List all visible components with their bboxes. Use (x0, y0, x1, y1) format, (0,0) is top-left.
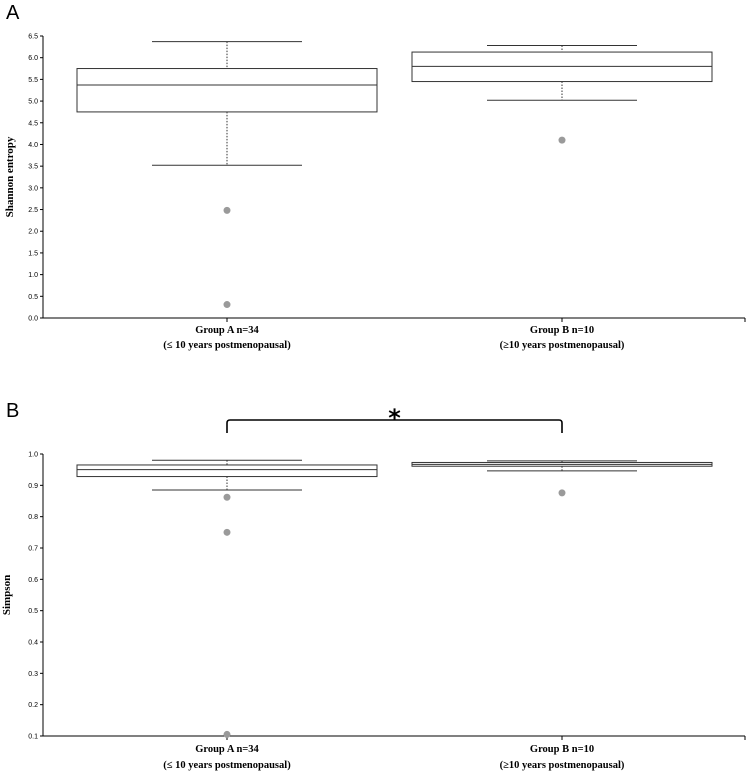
panel-a-y-tick-label: 1.5 (28, 250, 38, 257)
panel-a-y-tick-label: 2.5 (28, 207, 38, 214)
panel-b-y-tick-label: 0.9 (28, 483, 38, 490)
panel-a-category-label-line2: (≤ 10 years postmenopausal) (163, 340, 291, 351)
panel-b-letter: B (6, 400, 19, 422)
panel-b-significance-bracket (226, 419, 563, 433)
panel-a-y-tick-label: 3.0 (28, 185, 38, 192)
panel-b-iqr-box (76, 464, 378, 478)
panel-b-category-label-line2: (≥10 years postmenopausal) (500, 760, 625, 771)
panel-a-y-tick-label: 0.0 (28, 316, 38, 323)
panel-a-y-tick-label: 6.0 (28, 55, 38, 62)
panel-b-y-tick-label: 0.3 (28, 671, 38, 678)
panel-b-y-tick-label: 0.4 (28, 640, 38, 647)
panel-a-category-label-line1: Group B n=10 (530, 325, 594, 336)
panel-b-y-tick-label: 0.2 (28, 702, 38, 709)
panel-a-outlier-point (223, 206, 231, 214)
panel-b-y-axis-label: Simpson (1, 575, 13, 615)
panel-a-box-1 (76, 41, 378, 309)
panel-b-category-label-line1: Group B n=10 (530, 744, 594, 755)
panel-a-y-tick-label: 5.5 (28, 77, 38, 84)
panel-a-y-tick-label: 0.5 (28, 294, 38, 301)
panel-b-y-tick-label: 0.5 (28, 608, 38, 615)
panel-b-outlier-point (223, 528, 231, 536)
panel-b-box-1 (76, 459, 378, 738)
panel-b-y-tick-label: 1.0 (28, 452, 38, 459)
panel-a-iqr-box (76, 68, 378, 113)
panel-a-category-label-line2: (≥10 years postmenopausal) (500, 340, 625, 351)
panel-a-category-label-line1: Group A n=34 (195, 325, 259, 336)
panel-a-y-tick-label: 4.0 (28, 142, 38, 149)
panel-a-y-tick-label: 6.5 (28, 34, 38, 41)
panel-b-y-tick-label: 0.6 (28, 577, 38, 584)
panel-b-outlier-point (223, 730, 231, 738)
panel-a-y-axis-label: Shannon entropy (4, 136, 16, 217)
panel-b-category-label-line1: Group A n=34 (195, 744, 259, 755)
panel-a-y-tick-label: 5.0 (28, 99, 38, 106)
panel-b-outlier-point (223, 493, 231, 501)
panel-a-box-2 (411, 45, 713, 144)
panel-a-y-tick-label: 1.0 (28, 272, 38, 279)
panel-b-y-tick-label: 0.1 (28, 734, 38, 741)
panel-a-outlier-point (558, 136, 566, 144)
panel-b-outlier-point (558, 489, 566, 497)
panel-b-y-tick-label: 0.7 (28, 546, 38, 553)
panel-b-box-2 (411, 460, 713, 497)
panel-a-y-tick-label: 2.0 (28, 229, 38, 236)
panel-a-y-tick-label: 3.5 (28, 164, 38, 171)
panel-a-letter: A (6, 2, 20, 24)
panel-b-y-tick-label: 0.8 (28, 514, 38, 521)
panel-b-category-label-line2: (≤ 10 years postmenopausal) (163, 760, 291, 771)
panel-a-y-tick-label: 4.5 (28, 120, 38, 127)
panel-a-outlier-point (223, 301, 231, 309)
panel-b-significance-marker: * (388, 404, 401, 432)
